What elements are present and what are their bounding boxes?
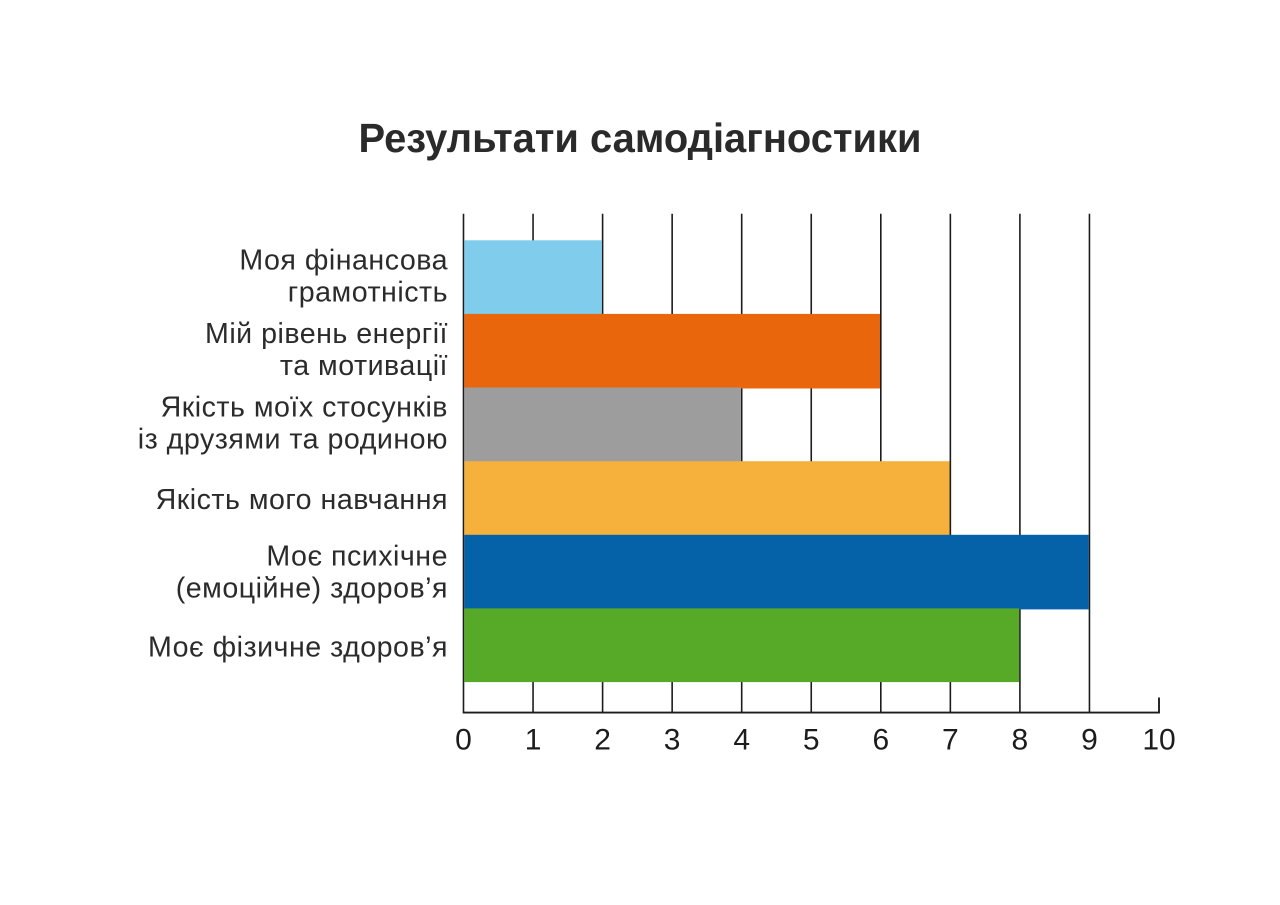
svg-text:3: 3 [664,724,681,757]
svg-text:8: 8 [1012,724,1029,757]
svg-text:Моє фізичне здоров’я: Моє фізичне здоров’я [148,632,448,664]
svg-text:Мій рівень енергії: Мій рівень енергії [205,318,448,350]
svg-text:грамотність: грамотність [288,276,448,308]
svg-text:5: 5 [803,724,820,757]
svg-text:(емоційне) здоров’я: (емоційне) здоров’я [176,572,448,604]
svg-text:2: 2 [594,724,611,757]
svg-text:0: 0 [455,724,472,757]
svg-text:Результати самодіагностики: Результати самодіагностики [359,115,922,161]
svg-text:із друзями та родиною: із друзями та родиною [138,424,448,456]
svg-text:Моя фінансова: Моя фінансова [239,244,448,276]
svg-text:Якість мого навчання: Якість мого навчання [156,484,448,516]
svg-text:1: 1 [525,724,542,757]
svg-text:Моє психічне: Моє психічне [266,540,448,572]
svg-text:Якість моїх стосунків: Якість моїх стосунків [161,392,448,424]
svg-text:7: 7 [942,724,959,757]
svg-text:6: 6 [872,724,889,757]
svg-text:та мотивації: та мотивації [280,350,448,382]
svg-text:10: 10 [1142,724,1175,757]
svg-text:9: 9 [1081,724,1098,757]
svg-text:4: 4 [733,724,750,757]
